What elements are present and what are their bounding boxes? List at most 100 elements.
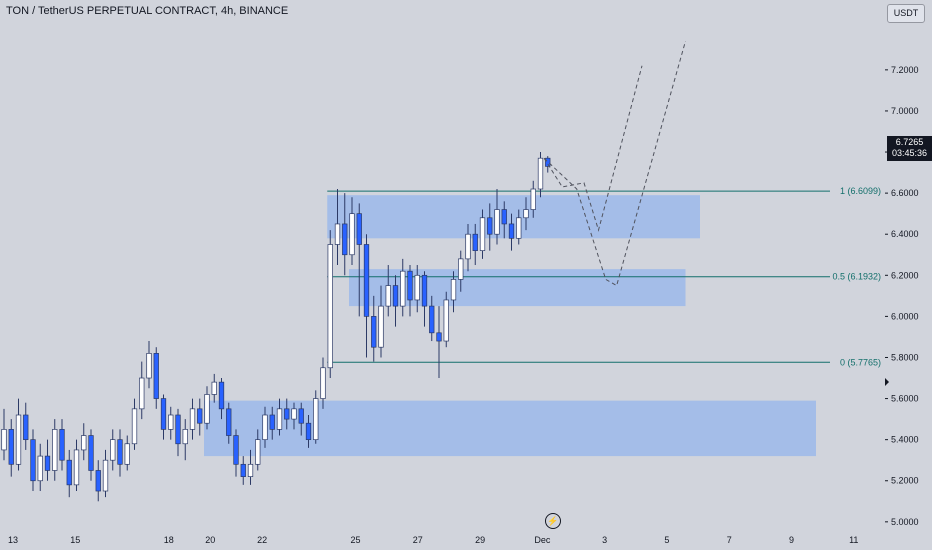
candle (494, 189, 500, 245)
candle-body (175, 414, 181, 445)
candle-body (66, 459, 72, 486)
candle-body (508, 223, 515, 239)
price-tick-label: 6.6000 (891, 188, 919, 198)
candle-body (313, 398, 319, 441)
fib-label-0: 1 (6.6099) (840, 186, 881, 196)
candle-body (102, 459, 109, 492)
candle (102, 449, 109, 498)
candle-body (276, 408, 283, 430)
candle (168, 406, 174, 440)
candle-body (15, 414, 22, 465)
candle (284, 398, 290, 430)
price-tick-label: 5.2000 (891, 476, 919, 486)
time-tick-label: 29 (475, 535, 485, 545)
candle (356, 203, 362, 317)
candle-body (530, 188, 536, 210)
candle-body (378, 305, 384, 348)
price-tick-label: 5.6000 (891, 394, 919, 404)
candle (371, 295, 377, 362)
candle-body (334, 223, 341, 245)
candle (363, 234, 370, 358)
candle (233, 429, 239, 477)
candle (429, 295, 435, 342)
candle (23, 402, 29, 450)
candle (1, 408, 7, 461)
price-tick-label: 6.0000 (891, 311, 919, 321)
candle (211, 373, 217, 403)
candle (487, 203, 493, 251)
candle (508, 213, 515, 251)
candle (269, 406, 275, 440)
candle (342, 193, 348, 276)
candle-body (349, 213, 355, 256)
candle-body (537, 157, 544, 190)
candle (95, 460, 101, 502)
candle-body (139, 377, 145, 410)
scale-arrow-icon (885, 378, 889, 386)
candle (189, 398, 196, 440)
candle (523, 197, 529, 231)
lightning-icon[interactable]: ⚡ (545, 513, 561, 529)
candle-body (182, 429, 188, 445)
candle (436, 306, 442, 379)
currency-button[interactable]: USDT (887, 4, 925, 23)
candle (385, 265, 391, 317)
candle-body (363, 244, 370, 317)
candle-body (247, 463, 254, 477)
time-axis[interactable]: 13 15 18 20 22 25 27 29 Dec 3 5 7 9 11 (0, 528, 885, 550)
candle (30, 429, 36, 492)
candle (182, 419, 188, 461)
candle-body (400, 270, 406, 307)
price-tick-label: 5.0000 (891, 517, 919, 527)
candle (516, 209, 522, 245)
candle-body (421, 274, 428, 307)
candle-body (44, 455, 51, 471)
projection-path-0 (543, 65, 643, 232)
candle-body (342, 223, 348, 256)
price-tick-label: 7.0000 (891, 106, 919, 116)
candle (197, 398, 203, 436)
candle (218, 378, 225, 420)
last-price-value: 6.7265 (895, 137, 924, 147)
time-tick-label: Dec (534, 535, 551, 545)
candle-body (153, 353, 159, 399)
candle (146, 341, 152, 389)
candle (37, 443, 43, 492)
candle (537, 152, 544, 198)
time-tick-label: 7 (727, 535, 732, 545)
candle (255, 429, 261, 471)
candle-body (88, 435, 94, 471)
candle (392, 275, 399, 327)
candle (450, 271, 457, 313)
candle (81, 423, 87, 461)
candle (124, 435, 130, 471)
candle (247, 449, 254, 485)
candle-body (291, 408, 297, 420)
candle-body (160, 398, 167, 430)
candle-body (95, 470, 101, 492)
candle-body (37, 455, 43, 482)
candle (465, 223, 471, 272)
candle (59, 419, 65, 471)
candle-body (356, 213, 362, 245)
candle (414, 265, 420, 313)
candle (305, 415, 312, 448)
candle-body (487, 217, 493, 235)
price-axis[interactable]: 7.20007.00006.80006.60006.40006.20006.00… (885, 0, 932, 528)
candle (313, 390, 319, 444)
price-chart[interactable]: 1 (6.6099) 0.5 (6.1932) 0 (5.7765) (0, 0, 885, 528)
candle-body (124, 443, 130, 465)
candle (291, 402, 297, 430)
price-tick-label: 5.8000 (891, 352, 919, 362)
candle-body (117, 439, 123, 465)
time-tick-label: 20 (205, 535, 215, 545)
candle-body (240, 463, 246, 477)
candle-body (262, 414, 268, 441)
candle (320, 357, 326, 409)
candle (334, 189, 341, 266)
candle-countdown: 03:45:36 (891, 148, 928, 158)
candle (443, 291, 449, 348)
candle (400, 258, 406, 317)
candle-body (443, 299, 449, 342)
candle-body (523, 209, 529, 219)
